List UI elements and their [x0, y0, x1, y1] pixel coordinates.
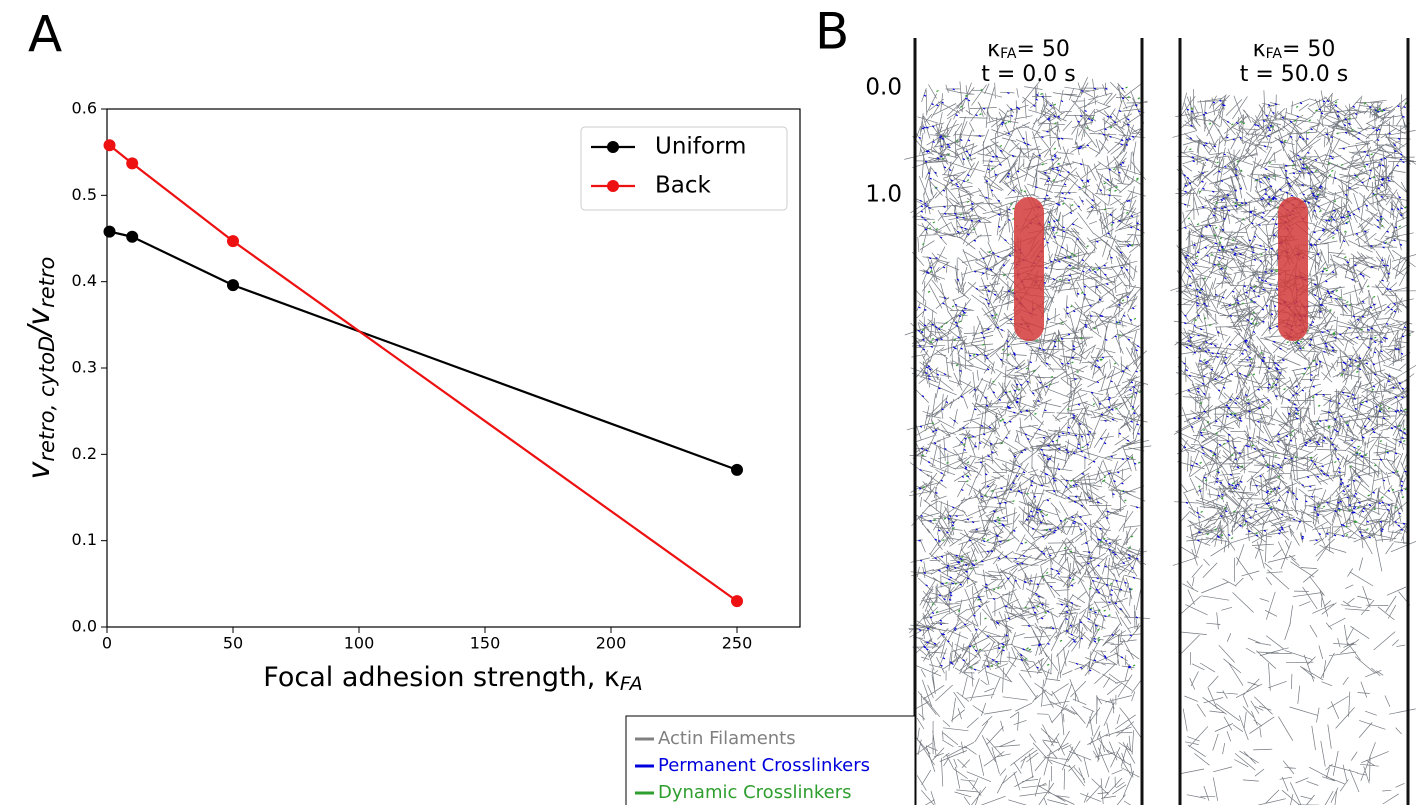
kappa-value: = 50	[1016, 37, 1069, 62]
data-point	[126, 157, 139, 170]
data-point	[103, 139, 116, 152]
x-label-sub: FA	[620, 673, 643, 695]
y-label-v: /v	[22, 307, 57, 339]
permanent-crosslinkers	[1183, 99, 1407, 542]
sim-legend-label: Dynamic Crosslinkers	[658, 782, 852, 803]
dynamic-crosslinkers	[1187, 101, 1411, 540]
sim-legend-label: Permanent Crosslinkers	[658, 755, 870, 776]
x-tick-label: 250	[722, 634, 753, 653]
y-tick-label: 0.1	[72, 530, 97, 549]
data-point	[731, 463, 743, 476]
legend-label: Back	[655, 173, 712, 199]
data-point	[227, 235, 239, 248]
y-label-v: v	[22, 460, 57, 479]
panel-time: t = 50.0 s	[1240, 62, 1349, 87]
y-label-sub: retro	[35, 257, 59, 308]
permanent-crosslinkers	[917, 87, 1141, 672]
x-tick-label: 0	[102, 634, 112, 653]
x-tick-label: 100	[344, 634, 375, 653]
adhesion-region	[1014, 197, 1044, 341]
y-tick-label: 0.4	[72, 271, 97, 290]
x-axis-label: Focal adhesion strength, κFA	[263, 662, 642, 695]
y-label-sub: retro, cytoD	[35, 336, 59, 462]
x-tick-label: 200	[596, 634, 627, 653]
x-label-text: Focal adhesion strength, κ	[263, 662, 620, 693]
adhesion-region	[1278, 197, 1308, 341]
y-tick-label: 0.6	[72, 99, 97, 118]
sim-legend-box	[625, 715, 916, 805]
y-tick-label: 0.0	[72, 617, 97, 636]
x-tick-label: 50	[223, 634, 243, 653]
legend-marker	[607, 141, 619, 153]
series-line	[108, 144, 738, 602]
data-point	[731, 595, 743, 608]
kappa-sub: FA	[1266, 46, 1283, 62]
kappa: κ	[1253, 37, 1266, 62]
sim-legend-label: Actin Filaments	[658, 728, 796, 749]
y-tick-label: 0.3	[72, 358, 97, 377]
y-tick-label: 0.5	[72, 185, 97, 204]
y-tick-label: 0.2	[72, 444, 97, 463]
sim-y-label: 1.0	[865, 182, 902, 208]
sim-y-label: 0.0	[865, 75, 902, 101]
actin-mesh	[904, 77, 1152, 805]
panel-label: A	[28, 6, 62, 64]
data-point	[103, 225, 116, 238]
panel-title: κFA= 50	[1253, 37, 1336, 62]
kappa-value: = 50	[1282, 37, 1335, 62]
panel-title: κFA= 50	[987, 37, 1070, 62]
panel-label: B	[815, 3, 849, 61]
kappa-sub: FA	[1000, 46, 1017, 62]
legend-marker	[607, 180, 619, 192]
kappa: κ	[987, 37, 1000, 62]
data-point	[126, 230, 139, 243]
legend-label: Uniform	[655, 134, 746, 160]
data-point	[227, 279, 239, 292]
actin-mesh	[1170, 89, 1416, 805]
series-line	[109, 230, 738, 471]
x-tick-label: 150	[470, 634, 501, 653]
y-axis-label: vretro, cytoD/vretro	[22, 257, 60, 480]
panel-time: t = 0.0 s	[981, 62, 1076, 87]
